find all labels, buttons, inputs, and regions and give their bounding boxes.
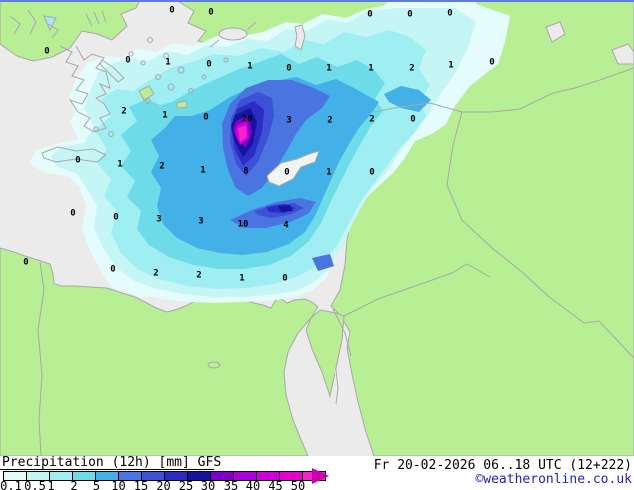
- balkan-lake: [43, 15, 57, 32]
- legend-tick: 0.1: [0, 479, 22, 490]
- precip-value: 1: [239, 273, 245, 284]
- border-syria-iraq: [446, 111, 634, 359]
- legend-tick: 40: [245, 479, 261, 490]
- precip-value: 0: [70, 208, 76, 219]
- precip-value: 10: [237, 219, 249, 230]
- coastlines-and-borders: [9, 9, 634, 456]
- precip-value: 0: [208, 7, 214, 18]
- precip-value: 4: [283, 220, 289, 231]
- island-small-green: [175, 100, 188, 109]
- precipitation-map: 0 0 0 0 0 0 0 1 0 1 0 1 1 2 1 0 2 1 0 20 3 2 2 0 0 1 2 1 8 0 1 0 0 0 3 3 10 4…: [0, 0, 634, 456]
- legend-tick: 45: [268, 479, 283, 490]
- precip-value: 2: [327, 115, 333, 126]
- island-cyprus: [266, 150, 320, 187]
- precip-value: 2: [369, 114, 375, 125]
- precip-value: 0: [110, 264, 116, 275]
- precip-value: 0: [286, 63, 292, 74]
- strait-dardanelles: [209, 39, 220, 48]
- precip-value: 0: [447, 8, 453, 19]
- legend-tick: 30: [200, 479, 216, 490]
- border-egypt-israel: [332, 308, 352, 357]
- precip-value: 0: [203, 112, 209, 123]
- balkan-rivers: [9, 9, 59, 39]
- map-top-border: [0, 0, 634, 2]
- precip-value: 0: [407, 9, 413, 20]
- precip-value: 0: [44, 46, 50, 57]
- precip-value: 0: [206, 59, 212, 70]
- precip-value: 1: [165, 57, 171, 68]
- precip-contour-25mm-lens: [278, 205, 293, 212]
- legend-title-underline: [0, 469, 214, 470]
- precip-contour-5mm-coast-band: [384, 86, 431, 112]
- precip-contour-45mm-core: [238, 125, 247, 142]
- aegean-islands: [93, 37, 229, 137]
- legend-tick: 25: [178, 479, 194, 490]
- border-egypt-libya: [37, 261, 45, 456]
- precip-value: 1: [200, 165, 206, 176]
- lake-sakarya: [294, 24, 306, 51]
- forecast-datetime: Fr 20-02-2026 06..18 UTC (12+222): [373, 458, 632, 473]
- border-turkey-syria: [373, 67, 634, 113]
- precip-value: 20: [241, 114, 253, 125]
- legend-tick: 20: [156, 479, 171, 490]
- lake-tuz: [545, 21, 566, 43]
- precip-value: 1: [247, 61, 253, 72]
- dead-sea-outline: [335, 369, 339, 405]
- precip-contour-10mm-patch: [312, 254, 334, 271]
- lake-van: [611, 43, 634, 65]
- legend-color-bar: [3, 471, 326, 481]
- precip-value: 0: [367, 9, 373, 20]
- precip-value: 0: [369, 167, 375, 178]
- precip-value: 1: [117, 159, 123, 170]
- precip-value: 0: [489, 57, 495, 68]
- precip-value: 2: [196, 270, 202, 281]
- precip-value: 3: [198, 216, 204, 227]
- precip-value: 0: [284, 167, 290, 178]
- precip-value: 0: [23, 257, 29, 268]
- precip-value: 0: [169, 5, 175, 16]
- halkidiki-fingers: [85, 10, 107, 27]
- legend-tick: 2: [70, 479, 78, 490]
- land-balkans: [0, 0, 141, 62]
- precip-value: 1: [368, 63, 374, 74]
- legend-tick: 0.5: [24, 479, 46, 490]
- precip-value: 0: [282, 273, 288, 284]
- precip-value: 3: [156, 214, 162, 225]
- legend-footer: Precipitation (12h) [mm] GFS 0.1 0.5 1 2 5 10…: [0, 455, 634, 490]
- precip-value: 8: [243, 166, 249, 177]
- legend-tick: 15: [133, 479, 149, 490]
- precip-value: 0: [410, 114, 416, 125]
- legend-tick: 35: [223, 479, 239, 490]
- precip-value: 0: [125, 55, 131, 66]
- sea-of-marmara: [218, 27, 248, 41]
- map-canvas: [0, 0, 634, 456]
- precip-value: 0: [113, 212, 119, 223]
- strait-bosphorus: [246, 21, 257, 31]
- island-euboea: [99, 59, 125, 83]
- qattara-depression: [207, 361, 221, 369]
- legend-tick: 10: [111, 479, 126, 490]
- island-crete: [41, 146, 107, 163]
- copyright-text: ©weatheronline.co.uk: [475, 472, 632, 487]
- precip-value: 0: [75, 155, 81, 166]
- legend-title: Precipitation (12h) [mm] GFS: [2, 455, 222, 470]
- greece-coastline: [59, 45, 111, 133]
- legend-tick: 5: [92, 479, 101, 490]
- precip-value: 1: [326, 167, 332, 178]
- precip-value: 2: [121, 106, 127, 117]
- precip-value: 3: [286, 115, 292, 126]
- border-jordan-saudi: [343, 263, 491, 317]
- precip-value: 2: [409, 63, 415, 74]
- legend-tick: 1: [47, 479, 55, 490]
- island-rhodes: [138, 85, 155, 101]
- precip-value: 1: [448, 60, 454, 71]
- precip-value: 1: [162, 110, 168, 121]
- legend-arrow-icon: [312, 468, 329, 484]
- precip-value: 2: [159, 161, 165, 172]
- land-sinai: [305, 309, 345, 398]
- precip-value: 1: [326, 63, 332, 74]
- legend-tick: 50: [290, 479, 306, 490]
- precip-value: 2: [153, 268, 159, 279]
